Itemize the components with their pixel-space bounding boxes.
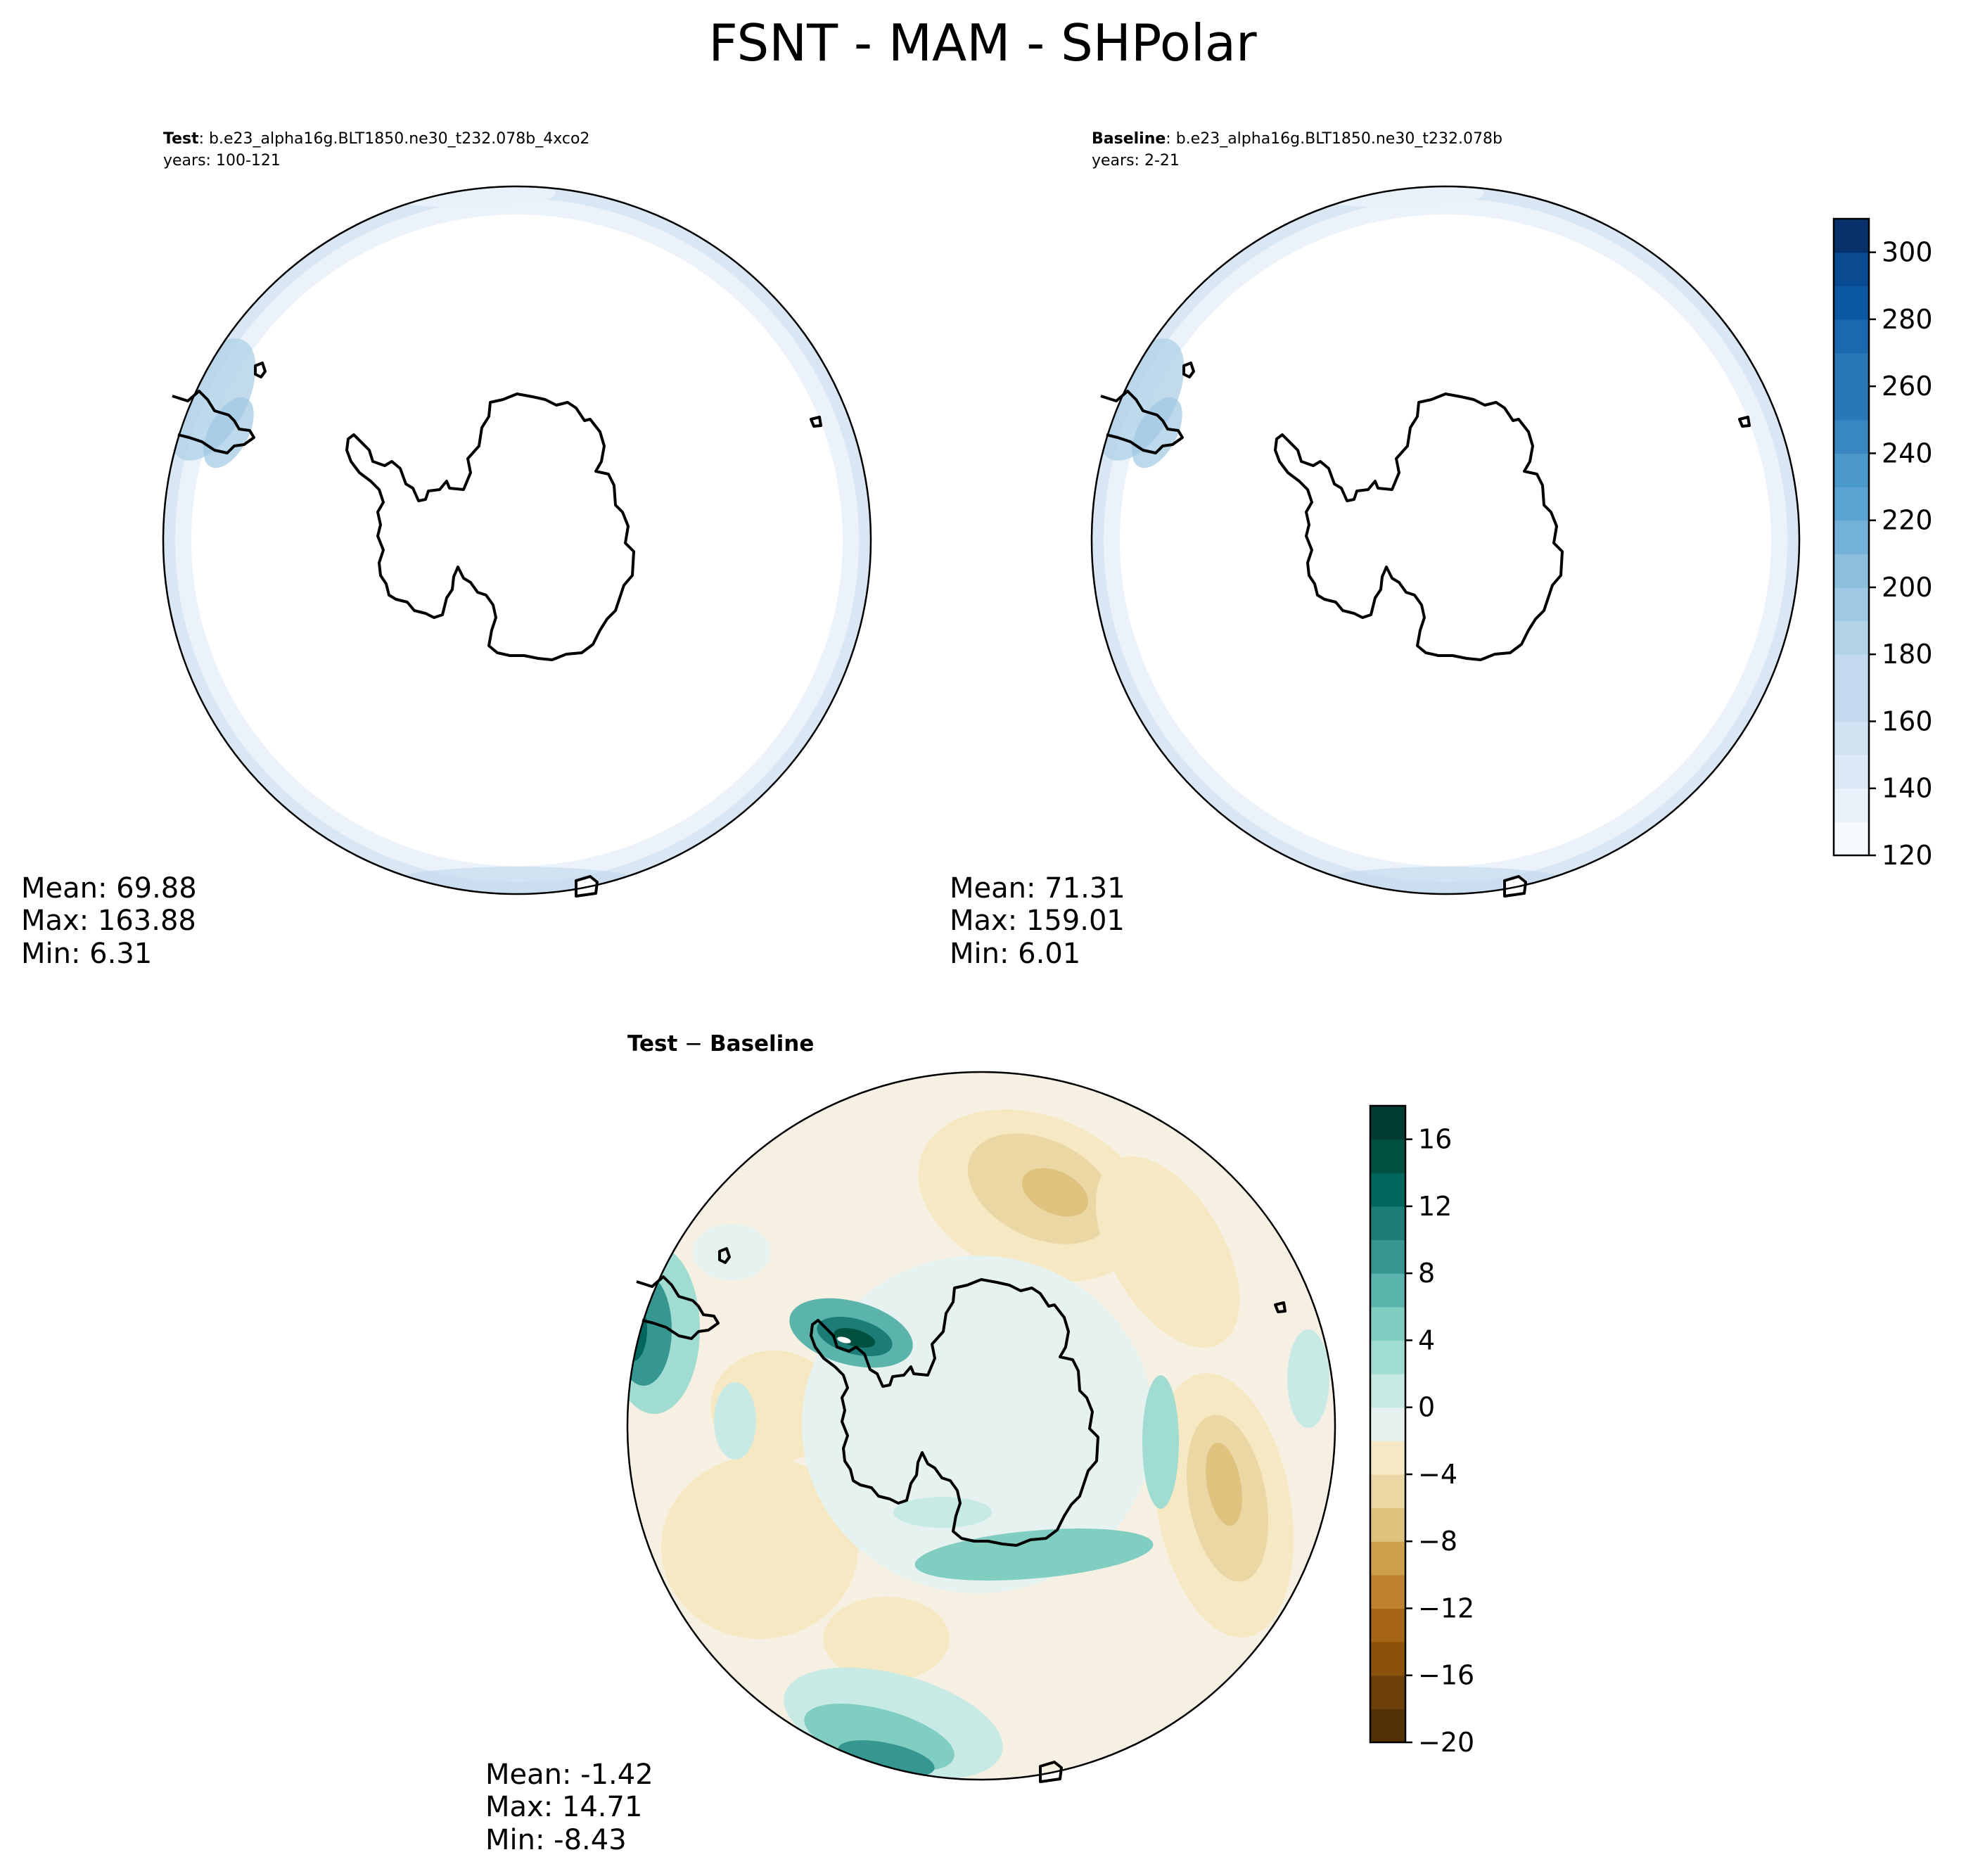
field-colorbar-level-swatch	[1834, 721, 1869, 755]
test-min-stat: Min: 6.31	[21, 938, 152, 970]
difference-colorbar-level-swatch	[1370, 1206, 1405, 1241]
field-colorbar-level-swatch	[1834, 219, 1869, 253]
field-colorbar: 120 140 160 180 200 220 240 260 280 300	[1832, 217, 1933, 871]
field-colorbar-level-swatch	[1834, 654, 1869, 689]
field-colorbar-level-swatch	[1834, 822, 1869, 856]
difference-colorbar-level-swatch	[1370, 1306, 1405, 1341]
test-map-boundary	[162, 185, 872, 895]
difference-field-map	[627, 1072, 1335, 1780]
difference-colorbar-tick-label: −20	[1418, 1727, 1474, 1758]
field-colorbar-frame	[1832, 217, 1870, 857]
baseline-min-stat: Min: 6.01	[950, 938, 1080, 970]
difference-colorbar-level-swatch	[1370, 1239, 1405, 1274]
difference-colorbar-tick-label: 8	[1418, 1258, 1435, 1289]
field-colorbar-level-swatch	[1834, 587, 1869, 622]
difference-colorbar-level-swatch	[1370, 1474, 1405, 1509]
baseline-panel-label: Baseline: b.e23_alpha16g.BLT1850.ne30_t2…	[1092, 130, 1502, 148]
field-colorbar-level-swatch	[1834, 252, 1869, 286]
difference-colorbar-level-swatch	[1370, 1608, 1405, 1642]
field-colorbar-level-swatch	[1834, 319, 1869, 354]
field-colorbar-level-swatch	[1834, 554, 1869, 588]
test-field-map	[163, 186, 871, 894]
difference-colorbar-level-swatch	[1370, 1441, 1405, 1475]
field-colorbar-level-swatch	[1834, 352, 1869, 387]
field-colorbar-level-swatch	[1834, 788, 1869, 822]
field-colorbar-tick-label: 240	[1882, 438, 1933, 468]
difference-colorbar-level-swatch	[1370, 1273, 1405, 1308]
field-colorbar-tick-label: 120	[1882, 840, 1933, 871]
difference-colorbar-level-swatch	[1370, 1374, 1405, 1408]
difference-colorbar-tick-label: −4	[1418, 1459, 1457, 1490]
difference-colorbar-level-swatch	[1370, 1541, 1405, 1576]
difference-max-stat: Max: 14.71	[485, 1791, 642, 1823]
field-colorbar-tick-label: 140	[1882, 773, 1933, 804]
field-colorbar-tick-label: 200	[1882, 572, 1933, 603]
difference-panel-label: Test − Baseline	[627, 1031, 814, 1057]
field-colorbar-tick-label: 280	[1882, 304, 1933, 335]
field-colorbar-tick-label: 260	[1882, 371, 1933, 402]
difference-map-boundary	[626, 1071, 1336, 1781]
difference-colorbar-level-swatch	[1370, 1407, 1405, 1441]
difference-colorbar-level-swatch	[1370, 1675, 1405, 1709]
difference-colorbar-tick-label: −8	[1418, 1526, 1457, 1557]
baseline-years-label: years: 2-21	[1092, 152, 1180, 170]
test-years-label: years: 100-121	[163, 152, 281, 170]
difference-mean-stat: Mean: -1.42	[485, 1759, 653, 1791]
field-colorbar-level-swatch	[1834, 620, 1869, 655]
field-colorbar-level-swatch	[1834, 520, 1869, 554]
difference-min-stat: Min: -8.43	[485, 1824, 627, 1856]
difference-colorbar-tick-label: −12	[1418, 1593, 1474, 1623]
difference-colorbar-level-swatch	[1370, 1507, 1405, 1542]
difference-colorbar-level-swatch	[1370, 1642, 1405, 1676]
difference-colorbar-tick-label: 4	[1418, 1325, 1435, 1355]
test-mean-stat: Mean: 69.88	[21, 872, 197, 905]
baseline-max-stat: Max: 159.01	[950, 905, 1125, 937]
field-colorbar-tick-label: 220	[1882, 505, 1933, 536]
difference-colorbar-level-swatch	[1370, 1709, 1405, 1743]
field-colorbar-tick-label: 160	[1882, 706, 1933, 736]
difference-colorbar: −20 −16 −12 −8 −4 0 4 8 12 16	[1369, 1104, 1474, 1758]
field-colorbar-level-swatch	[1834, 419, 1869, 454]
baseline-mean-stat: Mean: 71.31	[950, 872, 1125, 905]
difference-panel: Test − Baseline	[485, 1031, 1336, 1856]
field-colorbar-tick-label: 180	[1882, 639, 1933, 670]
field-colorbar-level-swatch	[1834, 386, 1869, 421]
difference-colorbar-level-swatch	[1370, 1106, 1405, 1140]
difference-colorbar-level-swatch	[1370, 1340, 1405, 1374]
field-colorbar-level-swatch	[1834, 687, 1869, 722]
field-colorbar-tick-label: 300	[1882, 237, 1933, 268]
field-colorbar-level-swatch	[1834, 286, 1869, 320]
figure-title: FSNT - MAM - SHPolar	[708, 13, 1257, 72]
test-max-stat: Max: 163.88	[21, 905, 196, 937]
difference-colorbar-frame	[1369, 1104, 1407, 1744]
test-panel: Test: b.e23_alpha16g.BLT1850.ne30_t232.0…	[21, 130, 872, 970]
difference-colorbar-level-swatch	[1370, 1574, 1405, 1609]
field-colorbar-level-swatch	[1834, 755, 1869, 789]
difference-colorbar-tick-label: −16	[1418, 1660, 1474, 1691]
difference-colorbar-tick-label: 12	[1418, 1191, 1452, 1222]
difference-colorbar-level-swatch	[1370, 1139, 1405, 1173]
difference-colorbar-level-swatch	[1370, 1173, 1405, 1207]
baseline-panel: Baseline: b.e23_alpha16g.BLT1850.ne30_t2…	[950, 130, 1801, 970]
test-panel-label: Test: b.e23_alpha16g.BLT1850.ne30_t232.0…	[163, 130, 589, 148]
field-colorbar-level-swatch	[1834, 453, 1869, 487]
difference-colorbar-tick-label: 0	[1418, 1392, 1435, 1423]
baseline-map-boundary	[1090, 185, 1801, 895]
field-colorbar-level-swatch	[1834, 487, 1869, 521]
difference-colorbar-tick-label: 16	[1418, 1124, 1452, 1155]
